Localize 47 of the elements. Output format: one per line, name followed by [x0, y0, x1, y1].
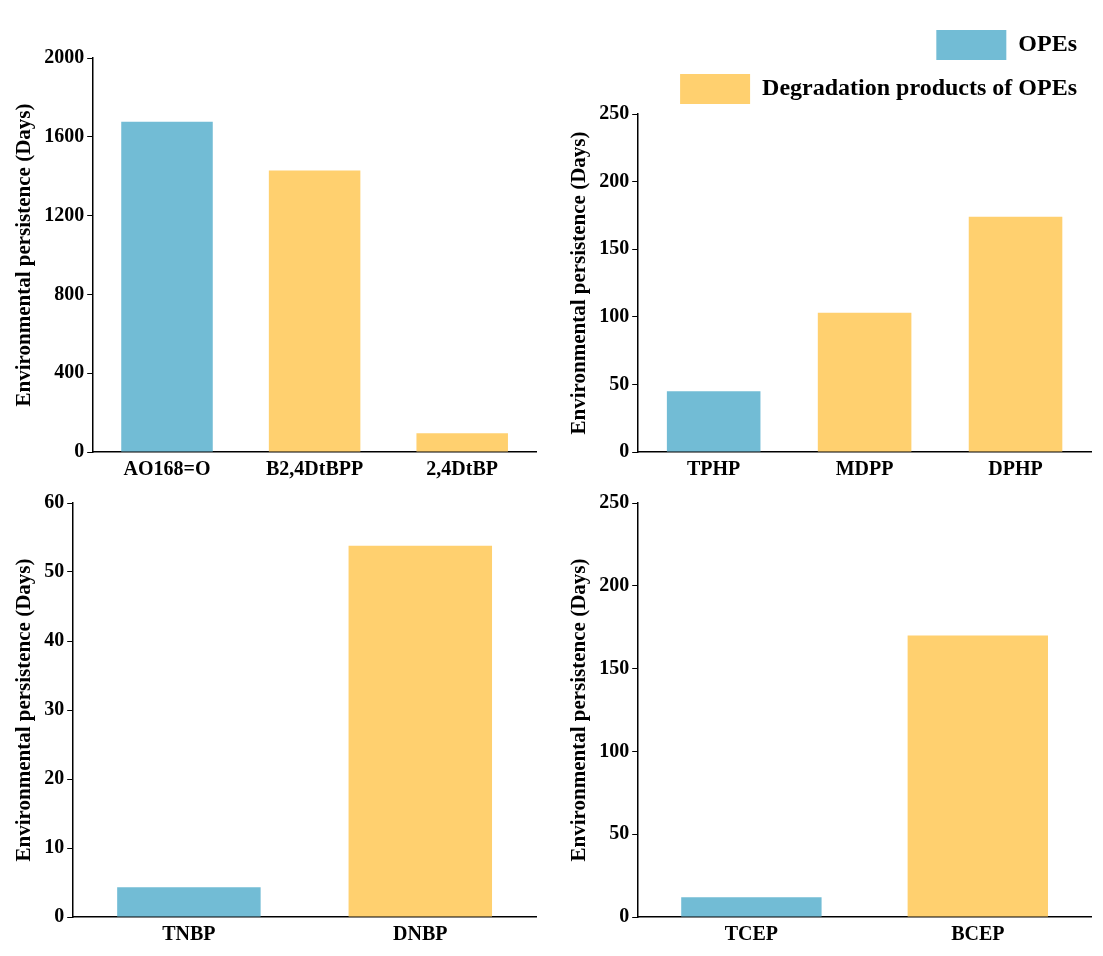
bar [817, 312, 912, 452]
y-axis-title: Environmental persistence (Days) [11, 103, 36, 407]
x-tick-label: B2,4DtBPP [265, 457, 364, 480]
y-tick-label: 10 [44, 835, 65, 858]
y-tick-label: 30 [44, 697, 65, 720]
y-axis-title: Environmental persistence (Days) [566, 558, 591, 862]
x-tick-label: 2,4DtBP [426, 457, 499, 480]
x-tick-label: MDPP [835, 457, 894, 480]
y-tick-label: 100 [599, 738, 630, 761]
y-axis-title: Environmental persistence (Days) [566, 131, 591, 435]
y-tick-label: 250 [599, 101, 630, 124]
bar [968, 216, 1063, 452]
bar [416, 433, 508, 452]
y-tick-label: 20 [44, 766, 65, 789]
x-tick-label: TNBP [162, 922, 216, 945]
y-tick-label: 1200 [44, 202, 85, 225]
y-tick-label: 0 [619, 439, 630, 462]
y-tick-label: 50 [44, 559, 65, 582]
y-tick-label: 200 [599, 168, 630, 191]
y-tick-label: 150 [599, 236, 630, 259]
y-tick-label: 50 [609, 371, 630, 394]
y-tick-label: 0 [54, 904, 65, 927]
x-tick-label: DPHP [988, 457, 1043, 480]
y-tick-label: 50 [609, 821, 630, 844]
x-tick-label: DNBP [393, 922, 448, 945]
y-tick-label: 60 [44, 490, 65, 513]
y-tick-label: 200 [599, 572, 630, 595]
y-tick-label: 0 [619, 904, 630, 927]
y-tick-label: 100 [599, 303, 630, 326]
x-tick-label: TCEP [724, 922, 779, 945]
y-tick-label: 800 [54, 281, 85, 304]
x-tick-label: BCEP [951, 922, 1005, 945]
bar [666, 391, 761, 452]
bar [121, 121, 213, 452]
x-tick-label: AO168=O [123, 457, 211, 480]
y-tick-label: 2000 [44, 45, 85, 68]
x-tick-label: TPHP [686, 457, 741, 480]
y-tick-label: 150 [599, 655, 630, 678]
y-tick-label: 40 [44, 628, 65, 651]
bar [268, 170, 361, 452]
y-tick-label: 400 [54, 360, 85, 383]
legend-label: OPEs [1018, 30, 1078, 57]
y-tick-label: 0 [74, 439, 85, 462]
y-axis-title: Environmental persistence (Days) [11, 558, 36, 862]
y-tick-label: 250 [599, 490, 630, 513]
legend-label: Degradation products of OPEs [762, 74, 1077, 101]
y-tick-label: 1600 [44, 123, 85, 146]
